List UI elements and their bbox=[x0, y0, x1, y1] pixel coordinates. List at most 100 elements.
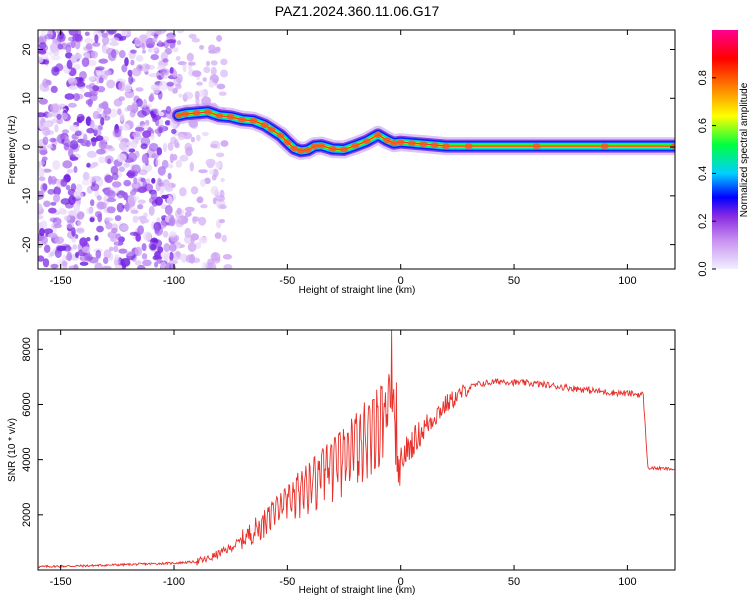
spectrogram-noise-blob bbox=[111, 181, 122, 188]
spectrogram-noise-blob bbox=[120, 258, 131, 267]
spectrogram-noise-blob bbox=[70, 54, 78, 64]
spectrogram-noise-blob bbox=[107, 158, 112, 165]
colorbar: 0.0 0.2 0.4 0.6 0.8 Normalized spectral ampl… bbox=[697, 30, 750, 277]
spectrogram-x-axis-label: Height of straight line (km) bbox=[299, 285, 416, 296]
spectrogram-noise-blob bbox=[52, 160, 61, 170]
spectrogram-noise-blob bbox=[43, 244, 51, 253]
spectrogram-noise-blob bbox=[210, 66, 217, 76]
spectrogram-noise-blob bbox=[89, 90, 99, 97]
spectrogram-noise-blob bbox=[50, 103, 60, 113]
spectrogram-noise-blob bbox=[106, 206, 116, 214]
spectrogram-noise-blob bbox=[210, 252, 221, 262]
spectrogram-noise-blob bbox=[167, 172, 172, 180]
spectrogram-noise-blob bbox=[68, 102, 77, 108]
spectrogram-noise-blob bbox=[74, 39, 81, 50]
spectrogram-noise-blob bbox=[68, 210, 77, 217]
spectrogram-noise-blob bbox=[46, 144, 53, 149]
spectrogram-noise-blob bbox=[216, 194, 226, 202]
spectrogram-noise-blob bbox=[169, 67, 174, 74]
spectrogram-noise-blob bbox=[216, 83, 226, 90]
spectrogram-y-tick-label: -10 bbox=[21, 188, 33, 204]
spectrogram-noise-blob bbox=[145, 64, 151, 70]
spectrogram-noise-blob bbox=[169, 153, 175, 164]
spectrogram-noise-blob bbox=[176, 40, 182, 46]
spectrogram-noise-blob bbox=[148, 94, 154, 103]
chart-title: PAZ1.2024.360.11.06.G17 bbox=[275, 3, 440, 19]
spectrogram-noise-blob bbox=[151, 237, 158, 243]
spectrogram-noise-blob bbox=[196, 197, 202, 203]
spectrogram-x-tick-label: -150 bbox=[50, 275, 72, 287]
spectrogram-y-tick-label: 10 bbox=[21, 92, 33, 104]
spectrogram-noise-blob bbox=[66, 222, 75, 229]
spectrogram-noise-blob bbox=[184, 227, 192, 238]
colorbar-gradient bbox=[712, 30, 738, 269]
spectrogram-noise-blob bbox=[53, 186, 61, 196]
spectrogram-noise-blob bbox=[79, 115, 85, 122]
spectrogram-noise-blob bbox=[38, 255, 45, 262]
spectrogram-noise-blob bbox=[185, 254, 194, 263]
snr-y-tick-label: 2000 bbox=[21, 503, 33, 527]
spectrogram-noise-blob bbox=[68, 195, 76, 206]
spectrogram-noise-blob bbox=[42, 122, 52, 127]
spectrogram-noise-blob bbox=[134, 37, 142, 47]
spectrogram-noise-blob bbox=[198, 236, 208, 244]
spectrogram-noise-blob bbox=[211, 174, 217, 181]
spectrogram-noise-blob bbox=[47, 112, 54, 118]
spectrogram-ridge-point bbox=[532, 143, 541, 150]
spectrogram-noise-blob bbox=[151, 153, 159, 159]
spectrogram-noise-blob bbox=[70, 183, 77, 192]
spectrogram-noise-blob bbox=[114, 215, 122, 222]
spectrogram-noise-blob bbox=[141, 153, 148, 164]
spectrogram-noise-blob bbox=[56, 113, 62, 120]
snr-y-ticks: 2000 4000 6000 8000 bbox=[21, 337, 675, 527]
spectrogram-noise-blob bbox=[150, 243, 157, 251]
spectrogram-noise-blob bbox=[92, 110, 100, 120]
spectrogram-noise-blob bbox=[64, 93, 75, 100]
colorbar-tick-label: 0.2 bbox=[697, 214, 709, 229]
spectrogram-noise-blob bbox=[220, 69, 229, 78]
spectrogram-noise-blob bbox=[218, 91, 227, 96]
spectrogram-noise-blob bbox=[126, 141, 134, 147]
spectrogram-noise-blob bbox=[150, 54, 159, 61]
spectrogram-noise-blob bbox=[210, 60, 218, 66]
spectrogram-noise-blob bbox=[164, 120, 171, 126]
spectrogram-noise-blob bbox=[148, 47, 159, 52]
spectrogram-noise-blob bbox=[49, 137, 57, 143]
spectrogram-noise-blob bbox=[121, 30, 128, 37]
spectrogram-noise-blob bbox=[86, 162, 91, 168]
spectrogram-noise-blob bbox=[164, 204, 173, 215]
spectrogram-noise-blob bbox=[156, 147, 163, 156]
spectrogram-noise-blob bbox=[135, 87, 144, 92]
spectrogram-noise-blob bbox=[124, 57, 129, 67]
spectrogram-ridge-point bbox=[267, 126, 276, 133]
spectrogram-noise-blob bbox=[113, 245, 119, 253]
spectrogram-noise-blob bbox=[202, 77, 207, 82]
spectrogram-noise-blob bbox=[187, 242, 197, 252]
spectrogram-noise-blob bbox=[83, 133, 88, 143]
spectrogram-noise-blob bbox=[190, 186, 199, 195]
spectrogram-noise-blob bbox=[219, 204, 227, 209]
spectrogram-noise-blob bbox=[117, 153, 127, 163]
spectrogram-noise-blob bbox=[137, 110, 147, 118]
spectrogram-noise-blob bbox=[130, 49, 137, 54]
spectrogram-noise-blob bbox=[114, 254, 120, 261]
spectrogram-noise-blob bbox=[142, 130, 152, 138]
spectrogram-noise-blob bbox=[118, 81, 126, 92]
spectrogram-noise-blob bbox=[54, 124, 59, 133]
snr-x-tick-label: -50 bbox=[279, 576, 295, 588]
spectrogram-noise-blob bbox=[161, 159, 169, 169]
spectrogram-noise-blob bbox=[135, 233, 141, 242]
spectrogram-noise-blob bbox=[111, 227, 118, 234]
spectrogram-noise-blob bbox=[121, 64, 128, 73]
spectrogram-noise-blob bbox=[155, 158, 161, 167]
spectrogram-noise-blob bbox=[42, 127, 51, 137]
spectrogram-noise-blob bbox=[161, 194, 169, 199]
spectrogram-noise-blob bbox=[195, 96, 200, 106]
spectrogram-noise-blob bbox=[60, 178, 68, 187]
spectrogram-noise-blob bbox=[38, 49, 47, 55]
spectrogram-noise-blob bbox=[198, 169, 208, 174]
spectrogram-noise-blob bbox=[178, 93, 183, 99]
spectrogram-noise-blob bbox=[42, 258, 50, 268]
spectrogram-noise-blob bbox=[215, 161, 221, 168]
spectrogram-x-tick-label: -50 bbox=[279, 275, 295, 287]
